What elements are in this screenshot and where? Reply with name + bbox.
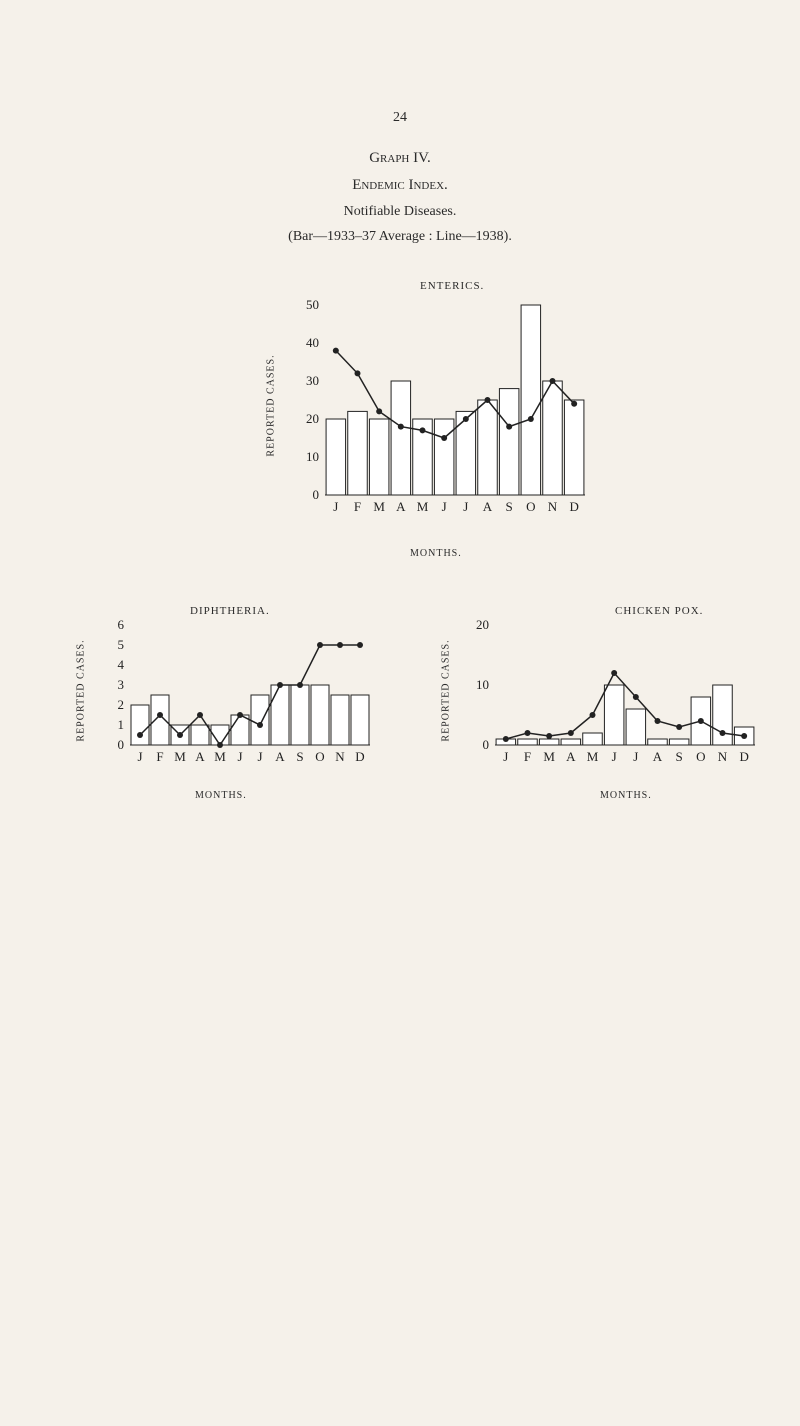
diphtheria-x-label: MONTHS. — [195, 790, 247, 801]
svg-text:S: S — [506, 499, 513, 514]
enterics-x-label: MONTHS. — [410, 548, 462, 559]
svg-text:0: 0 — [118, 737, 125, 752]
chickenpox-chart: 01020JFMAMJJASOND — [460, 620, 760, 770]
svg-text:A: A — [275, 749, 285, 764]
svg-text:O: O — [526, 499, 535, 514]
svg-text:A: A — [195, 749, 205, 764]
svg-text:M: M — [373, 499, 385, 514]
svg-text:O: O — [696, 749, 705, 764]
subtitle-notifiable: Notifiable Diseases. — [288, 199, 512, 224]
page-number: 24 — [393, 110, 407, 126]
svg-text:20: 20 — [306, 411, 319, 426]
svg-text:40: 40 — [306, 335, 319, 350]
chickenpox-y-label: REPORTED CASES. — [441, 639, 452, 741]
svg-text:D: D — [569, 499, 578, 514]
svg-text:J: J — [333, 499, 338, 514]
svg-text:D: D — [355, 749, 364, 764]
svg-text:M: M — [174, 749, 186, 764]
diphtheria-y-label: REPORTED CASES. — [76, 639, 87, 741]
svg-text:F: F — [524, 749, 531, 764]
svg-text:1: 1 — [118, 717, 125, 732]
svg-text:J: J — [633, 749, 638, 764]
svg-text:0: 0 — [483, 737, 490, 752]
svg-text:J: J — [612, 749, 617, 764]
chickenpox-title: CHICKEN POX. — [615, 605, 703, 617]
svg-text:10: 10 — [306, 449, 319, 464]
svg-text:J: J — [257, 749, 262, 764]
graph-title: Graph IV. — [288, 145, 512, 172]
enterics-title: ENTERICS. — [420, 280, 484, 292]
svg-text:N: N — [548, 499, 558, 514]
diphtheria-title: DIPHTHERIA. — [190, 605, 270, 617]
chickenpox-x-label: MONTHS. — [600, 790, 652, 801]
svg-text:J: J — [463, 499, 468, 514]
svg-text:6: 6 — [118, 620, 125, 632]
svg-text:F: F — [156, 749, 163, 764]
svg-text:S: S — [676, 749, 683, 764]
svg-text:0: 0 — [313, 487, 320, 502]
svg-text:A: A — [396, 499, 406, 514]
svg-text:D: D — [739, 749, 748, 764]
subtitle-legend: (Bar—1933–37 Average : Line—1938). — [288, 224, 512, 249]
svg-text:20: 20 — [476, 620, 489, 632]
svg-text:N: N — [718, 749, 728, 764]
svg-text:J: J — [442, 499, 447, 514]
svg-text:30: 30 — [306, 373, 319, 388]
enterics-chart: 01020304050JFMAMJJASOND — [290, 300, 590, 520]
title-block: Graph IV. Endemic Index. Notifiable Dise… — [288, 145, 512, 249]
svg-text:S: S — [296, 749, 303, 764]
diphtheria-chart: 0123456JFMAMJJASOND — [95, 620, 375, 770]
svg-text:F: F — [354, 499, 361, 514]
svg-text:A: A — [653, 749, 663, 764]
svg-text:M: M — [214, 749, 226, 764]
svg-text:5: 5 — [118, 637, 125, 652]
svg-text:2: 2 — [118, 697, 125, 712]
svg-text:N: N — [335, 749, 345, 764]
svg-text:M: M — [543, 749, 555, 764]
svg-text:O: O — [315, 749, 324, 764]
svg-text:M: M — [587, 749, 599, 764]
svg-text:50: 50 — [306, 300, 319, 312]
svg-text:J: J — [237, 749, 242, 764]
svg-text:M: M — [417, 499, 429, 514]
svg-text:A: A — [566, 749, 576, 764]
subtitle-endemic: Endemic Index. — [288, 172, 512, 199]
svg-text:4: 4 — [118, 657, 125, 672]
svg-text:A: A — [483, 499, 493, 514]
svg-text:J: J — [137, 749, 142, 764]
enterics-y-label: REPORTED CASES. — [266, 354, 277, 456]
svg-text:3: 3 — [118, 677, 125, 692]
svg-text:J: J — [503, 749, 508, 764]
svg-text:10: 10 — [476, 677, 489, 692]
